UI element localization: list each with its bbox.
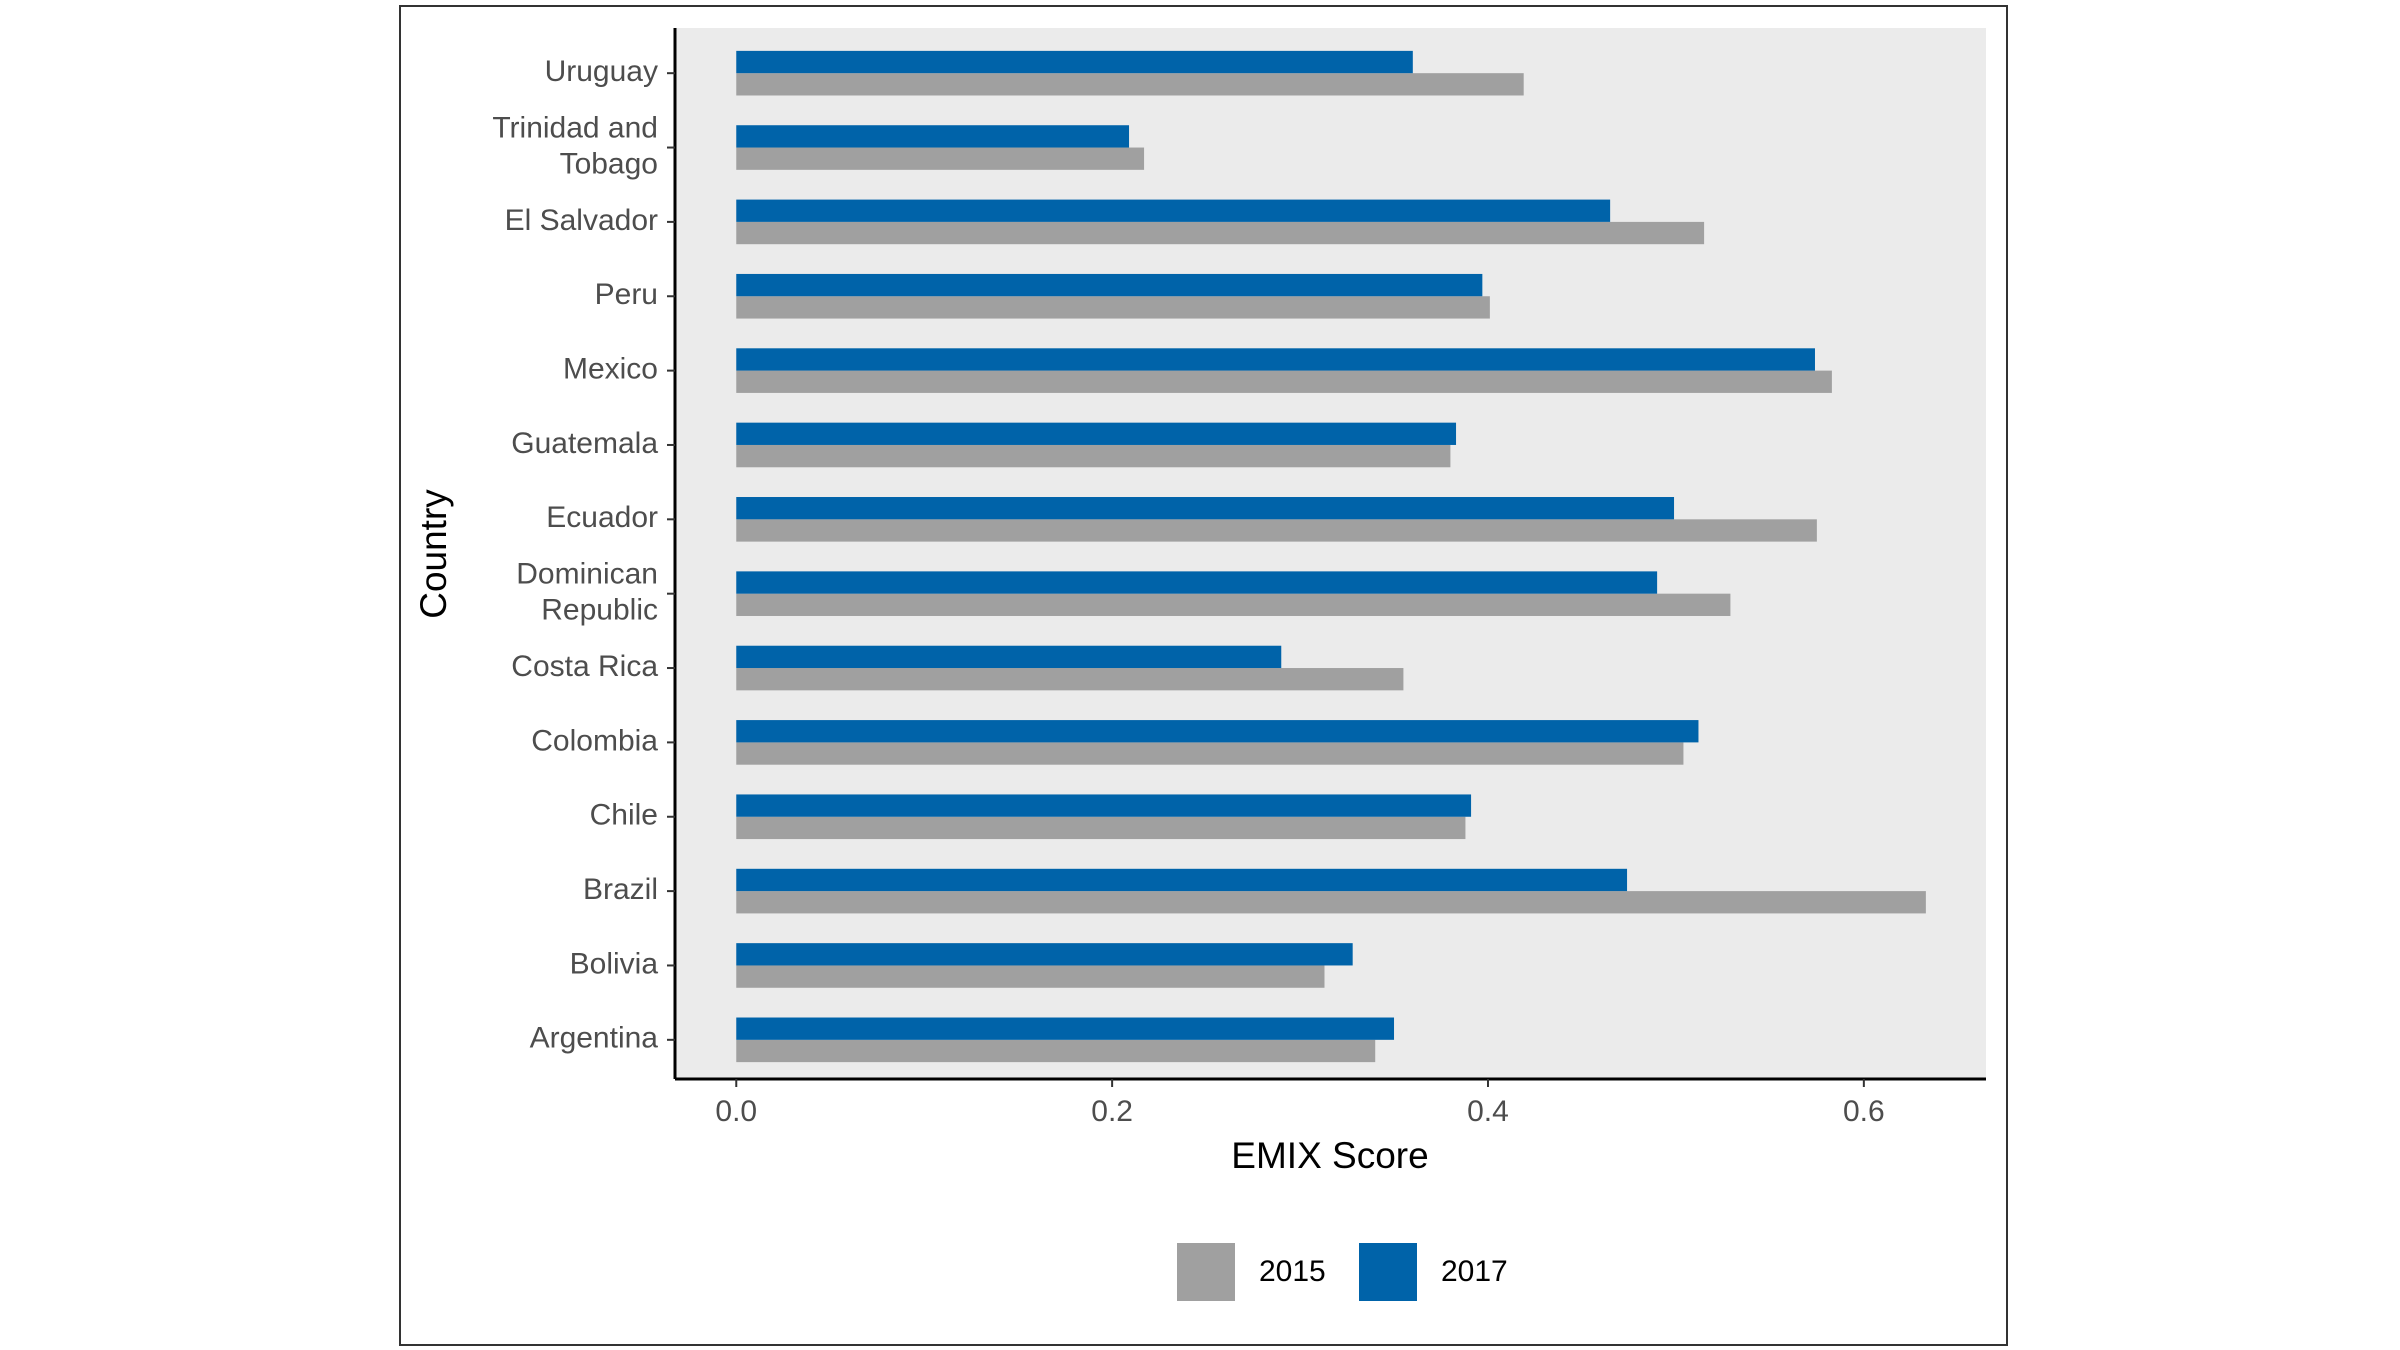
bar — [736, 1017, 1395, 1040]
bar — [736, 794, 1472, 817]
y-axis-title: Country — [413, 489, 454, 619]
bar — [736, 348, 1815, 371]
legend-key — [1177, 1243, 1235, 1301]
y-tick-label: Uruguay — [545, 55, 658, 88]
bar — [736, 943, 1353, 966]
plot-panel — [675, 28, 1986, 1079]
y-tick-label: Colombia — [531, 724, 658, 757]
y-tick-label: Costa Rica — [511, 650, 658, 683]
x-tick-label: 0.4 — [1467, 1095, 1509, 1128]
bar — [736, 370, 1832, 393]
y-tick-label: Chile — [590, 799, 658, 832]
y-tick-label: Brazil — [583, 873, 658, 906]
x-axis-title: EMIX Score — [1231, 1135, 1428, 1176]
x-tick-label: 0.0 — [715, 1095, 757, 1128]
bar — [736, 891, 1926, 914]
x-tick-label: 0.6 — [1843, 1095, 1885, 1128]
bar — [736, 742, 1684, 765]
bar — [736, 519, 1817, 542]
legend-key — [1359, 1243, 1417, 1301]
bar — [736, 50, 1413, 74]
y-tick-label: Trinidad and Tobago — [492, 111, 658, 180]
bar — [736, 147, 1145, 170]
legend-label: 2015 — [1259, 1255, 1326, 1288]
bar — [736, 497, 1675, 520]
bar — [736, 1039, 1376, 1063]
bar — [736, 720, 1699, 743]
bar — [736, 816, 1466, 840]
bar — [736, 645, 1282, 669]
y-tick-label: Ecuador — [546, 501, 658, 534]
x-tick-label: 0.2 — [1091, 1095, 1133, 1128]
bar — [736, 868, 1628, 892]
bar — [736, 668, 1404, 691]
bar — [736, 965, 1325, 988]
y-tick-label: El Salvador — [505, 204, 658, 237]
bar — [736, 199, 1611, 222]
bar — [736, 593, 1731, 616]
legend-label: 2017 — [1441, 1255, 1508, 1288]
y-tick-label: Dominican Republic — [516, 558, 658, 627]
y-tick-label: Bolivia — [570, 947, 659, 980]
bar — [736, 73, 1524, 96]
bar — [736, 273, 1483, 297]
bar — [736, 125, 1130, 148]
y-tick-label: Peru — [595, 278, 658, 311]
bar — [736, 571, 1658, 594]
bar — [736, 221, 1705, 245]
y-tick-label: Mexico — [563, 353, 658, 386]
bar — [736, 296, 1490, 319]
y-tick-label: Guatemala — [511, 427, 658, 460]
bar — [736, 422, 1457, 445]
bar — [736, 444, 1451, 468]
y-tick-label: Argentina — [530, 1022, 659, 1055]
